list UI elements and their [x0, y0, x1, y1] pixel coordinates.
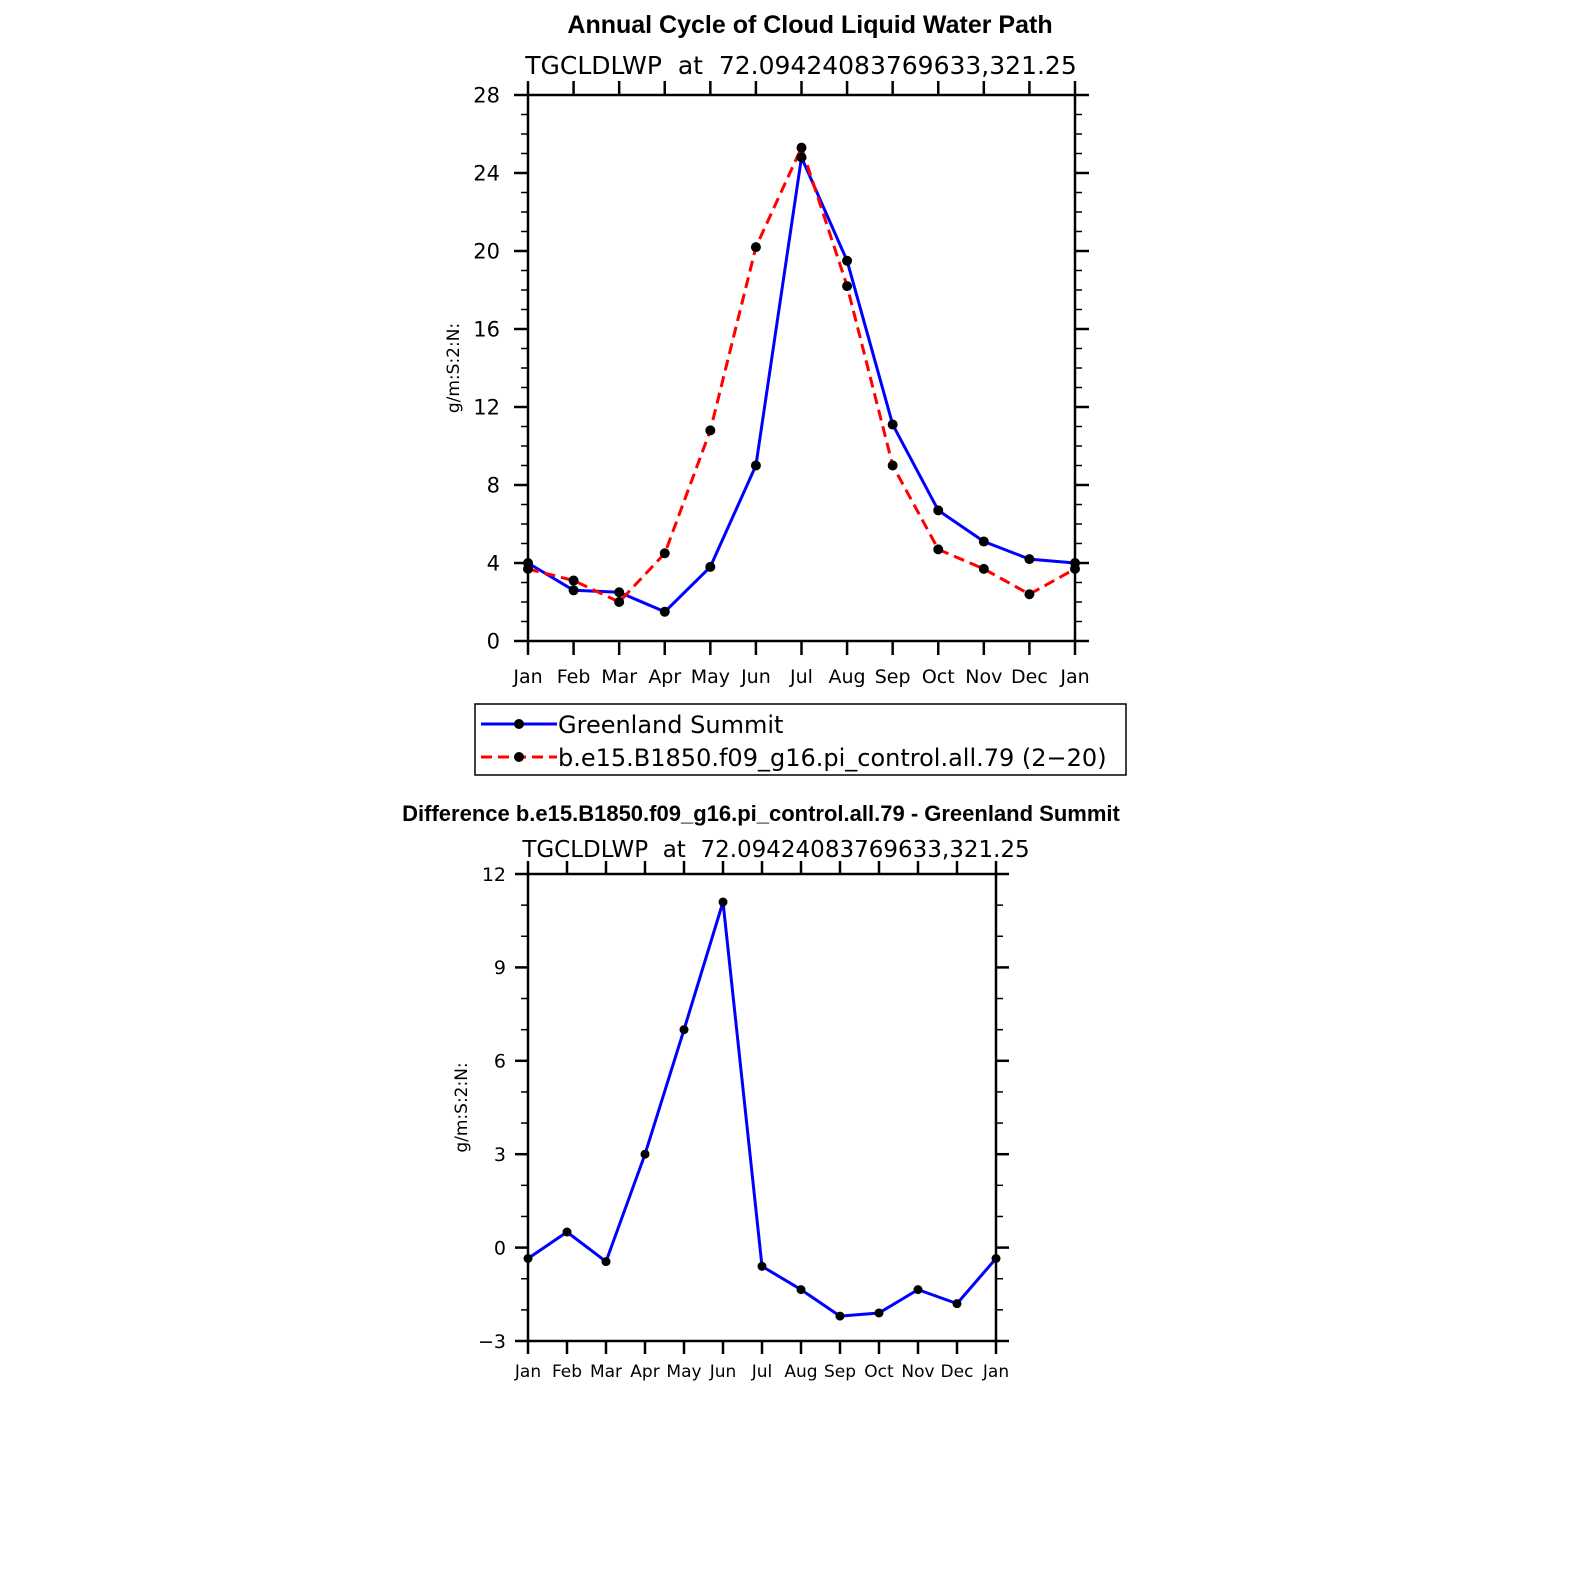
c1-series-1-point: [705, 425, 716, 436]
c1-y-tick-label: 12: [473, 396, 500, 420]
legend-label-obs: Greenland Summit: [558, 711, 783, 739]
c2-y-axis-title: g/m:S:2:N:: [452, 1062, 472, 1152]
c2-x-tick-label: Jan: [982, 1362, 1009, 1382]
c2-x-tick-label: Mar: [590, 1362, 622, 1382]
c2-y-tick-label: −3: [478, 1331, 506, 1353]
c2-series-0-point: [991, 1253, 1001, 1263]
c1-y-tick-label: 16: [473, 318, 500, 342]
c1-series-1-point: [1070, 563, 1080, 574]
c2-y-tick-label: 6: [494, 1051, 506, 1073]
c1-series-0-point: [978, 536, 989, 547]
c1-y-tick-label: 4: [487, 552, 500, 576]
c2-x-tick-label: Sep: [824, 1362, 856, 1382]
c2-y-tick-label: 9: [494, 957, 506, 979]
chart1-plot: 0 4 8 12 16 20 24 28 Jan Feb Mar Apr May Jun Jul Aug Sep…: [444, 81, 1090, 688]
chart1-title: Annual Cycle of Cloud Liquid Water Path: [567, 11, 1052, 39]
c1-series-1-point: [750, 242, 761, 253]
c2-x-tick-label: Oct: [864, 1362, 894, 1382]
c1-x-tick-label: Jan: [1059, 666, 1089, 688]
c1-x-tick-label: Aug: [829, 666, 866, 688]
c1-series-0-point: [705, 561, 716, 572]
c1-plot-frame: [526, 93, 1077, 643]
c1-series-0-point: [887, 419, 898, 430]
c1-series-0-point: [750, 460, 761, 471]
c2-series-0-point: [523, 1253, 533, 1263]
c1-x-tick-label: Nov: [965, 666, 1002, 688]
c2-x-tick-label: Aug: [784, 1362, 817, 1382]
c1-x-tick-label: Mar: [601, 666, 637, 688]
c1-x-tick-label: Dec: [1011, 666, 1048, 688]
c1-x-tick-label: Oct: [922, 666, 955, 688]
c1-series-1-point: [842, 281, 853, 292]
c2-series-0-point: [718, 897, 728, 907]
chart2-subtitle: TGCLDLWP at 72.09424083769633,321.25: [521, 837, 1029, 863]
c2-series-0-point: [874, 1308, 884, 1318]
chart1-subtitle: TGCLDLWP at 72.09424083769633,321.25: [524, 51, 1076, 80]
c1-x-tick-label: Jan: [512, 666, 542, 688]
c1-series-0-line: [527, 155, 1076, 614]
legend-label-model: b.e15.B1850.f09_g16.pi_control.all.79 (2…: [558, 744, 1107, 772]
c2-x-tick-label: Apr: [630, 1362, 659, 1382]
c1-series-0-point: [659, 606, 670, 617]
c1-series-0-point: [796, 152, 807, 163]
c1-series-1-point: [933, 544, 944, 555]
legend-marker-obs: [514, 719, 524, 729]
c1-y-tick-label: 28: [473, 84, 500, 108]
c2-x-tick-label: May: [666, 1362, 701, 1382]
c1-y-tick-label: 8: [487, 474, 500, 498]
chart1-legend: Greenland Summit b.e15.B1850.f09_g16.pi_…: [474, 703, 1127, 776]
chart2-plot: −3 0 3 6 9 12 Jan Feb Mar Apr May Jun Jul Aug Sep Oct No…: [452, 861, 1009, 1382]
c1-series-1-point: [568, 575, 579, 586]
c2-series-0-point: [640, 1149, 650, 1159]
c1-y-axis-title: g/m:S:2:N:: [444, 323, 464, 413]
chart2-title: Difference b.e15.B1850.f09_g16.pi_contro…: [402, 801, 1120, 826]
c2-series-0-point: [835, 1311, 845, 1321]
legend-marker-model: [514, 752, 524, 762]
c1-x-tick-label: May: [691, 666, 730, 688]
c1-series-0-point: [614, 587, 625, 598]
c1-y-tick-label: 20: [473, 240, 500, 264]
c2-x-tick-label: Nov: [901, 1362, 934, 1382]
c2-series-0-point: [952, 1299, 962, 1309]
c1-x-tick-label: Apr: [648, 666, 681, 688]
c1-x-tick-label: Jun: [740, 666, 771, 688]
c2-x-tick-label: Jan: [514, 1362, 541, 1382]
c1-series-0-point: [568, 585, 579, 596]
c2-x-tick-label: Dec: [941, 1362, 974, 1382]
c2-series-0-point: [601, 1257, 611, 1267]
c1-series-1-point: [1024, 589, 1035, 600]
c1-series-1-line: [527, 146, 1076, 604]
c1-series-0-point: [933, 505, 944, 516]
c1-y-tick-label: 0: [487, 630, 500, 654]
c1-y-tick-label: 24: [473, 162, 500, 186]
c2-y-tick-label: 12: [482, 864, 506, 886]
c2-series-0-point: [562, 1227, 572, 1237]
c2-series-0-point: [757, 1261, 767, 1271]
c2-plot-frame: [526, 872, 998, 1343]
c1-series-1-point: [978, 563, 989, 574]
c2-y-tick-label: 3: [494, 1144, 506, 1166]
c1-x-tick-label: Jul: [789, 666, 813, 688]
c1-x-tick-label: Feb: [557, 666, 591, 688]
c1-series-1-point: [523, 563, 533, 574]
c1-series-1-point: [887, 460, 898, 471]
c2-series-0-point: [679, 1025, 689, 1035]
legend-box: [474, 703, 1127, 776]
c1-series-1-point: [614, 597, 625, 607]
c1-series-0-point: [1024, 554, 1035, 565]
c1-series-1-point: [659, 548, 670, 559]
c2-x-tick-label: Feb: [552, 1362, 582, 1382]
c2-x-tick-label: Jun: [709, 1362, 737, 1382]
c1-series-1-point: [796, 142, 807, 153]
c1-x-tick-label: Sep: [875, 666, 911, 688]
c1-series-0-point: [842, 255, 853, 266]
c2-series-0-point: [796, 1285, 806, 1295]
c2-y-tick-label: 0: [494, 1237, 506, 1259]
c2-x-tick-label: Jul: [751, 1362, 773, 1382]
c2-series-0-line: [527, 900, 998, 1318]
c2-series-0-point: [913, 1285, 923, 1295]
